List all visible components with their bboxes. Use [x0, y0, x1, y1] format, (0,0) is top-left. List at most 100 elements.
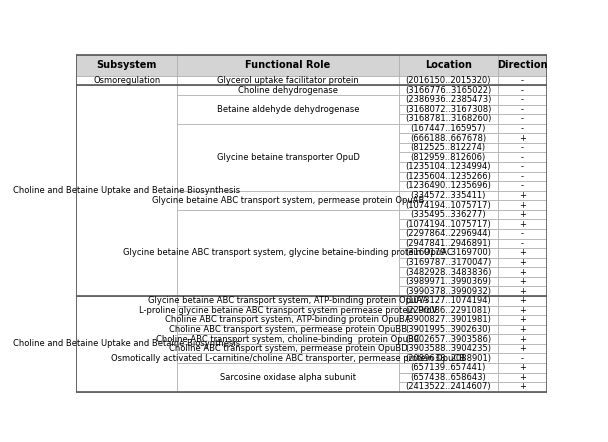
- Text: Choline ABC transport system, permease protein OpuBB: Choline ABC transport system, permease p…: [169, 325, 407, 334]
- Bar: [498, 373, 547, 382]
- Bar: [498, 143, 547, 152]
- Bar: [498, 152, 547, 162]
- Text: Glycine betaine ABC transport system, glycine betaine-binding protein OpuAC: Glycine betaine ABC transport system, gl…: [123, 248, 453, 257]
- Bar: [498, 162, 547, 171]
- Text: (2290086..2291081): (2290086..2291081): [406, 306, 491, 315]
- Bar: [498, 200, 547, 210]
- Bar: [498, 210, 547, 219]
- Text: -: -: [521, 95, 524, 104]
- Bar: [399, 296, 498, 305]
- Text: +: +: [519, 133, 526, 143]
- Text: Choline ABC transport system, permease protein OpuBD: Choline ABC transport system, permease p…: [168, 344, 407, 353]
- Text: -: -: [521, 76, 524, 85]
- Text: (3901995..3902630): (3901995..3902630): [406, 325, 491, 334]
- Text: -: -: [521, 172, 524, 181]
- Text: (1073127..1074194): (1073127..1074194): [406, 296, 491, 305]
- Text: (657438..658643): (657438..658643): [410, 373, 486, 382]
- Text: Glycine betaine ABC transport system, ATP-binding protein OpuAA: Glycine betaine ABC transport system, AT…: [148, 296, 428, 305]
- Text: +: +: [519, 248, 526, 257]
- Bar: [178, 363, 399, 392]
- Bar: [498, 277, 547, 286]
- Bar: [399, 277, 498, 286]
- Text: Osmotically activated L-carnitine/choline ABC transporter, permease protein OpuC: Osmotically activated L-carnitine/cholin…: [111, 354, 465, 363]
- Bar: [399, 55, 498, 76]
- Bar: [178, 305, 399, 315]
- Text: (3482928..3483836): (3482928..3483836): [405, 267, 491, 277]
- Bar: [498, 354, 547, 363]
- Text: L-proline glycine betaine ABC transport system permease protein ProV: L-proline glycine betaine ABC transport …: [139, 306, 437, 315]
- Text: -: -: [521, 354, 524, 363]
- Text: Direction: Direction: [497, 60, 548, 70]
- Bar: [399, 95, 498, 105]
- Bar: [399, 229, 498, 239]
- Bar: [399, 76, 498, 85]
- Bar: [498, 85, 547, 95]
- Bar: [399, 210, 498, 219]
- Bar: [498, 76, 547, 85]
- Bar: [399, 133, 498, 143]
- Text: +: +: [519, 325, 526, 334]
- Text: -: -: [521, 229, 524, 238]
- Bar: [498, 267, 547, 277]
- Text: -: -: [521, 152, 524, 162]
- Bar: [498, 239, 547, 248]
- Text: (1235104..1234994): (1235104..1234994): [406, 162, 491, 171]
- Bar: [178, 315, 399, 325]
- Bar: [178, 325, 399, 334]
- Bar: [498, 363, 547, 373]
- Text: Glycine betaine ABC transport system, permease protein OpuAB: Glycine betaine ABC transport system, pe…: [152, 196, 424, 205]
- Bar: [399, 162, 498, 171]
- Bar: [399, 325, 498, 334]
- Bar: [399, 152, 498, 162]
- Text: Choline ABC transport system, choline-binding  protein OpuBC: Choline ABC transport system, choline-bi…: [156, 335, 420, 343]
- Bar: [498, 181, 547, 191]
- Bar: [498, 114, 547, 124]
- Bar: [498, 171, 547, 181]
- Text: Choline ABC transport system, ATP-binding protein OpuBA: Choline ABC transport system, ATP-bindin…: [165, 316, 411, 324]
- Bar: [399, 344, 498, 354]
- Text: +: +: [519, 267, 526, 277]
- Text: Choline and Betaine Uptake and Betaine Biosynthesis: Choline and Betaine Uptake and Betaine B…: [13, 339, 240, 348]
- Text: (1074194..1075717): (1074194..1075717): [406, 220, 491, 229]
- Text: (3902657..3903586): (3902657..3903586): [405, 335, 491, 343]
- Bar: [399, 315, 498, 325]
- Text: -: -: [521, 143, 524, 152]
- Bar: [498, 258, 547, 267]
- Bar: [498, 286, 547, 296]
- Text: (334572..335411): (334572..335411): [410, 191, 486, 200]
- Text: Osmoregulation: Osmoregulation: [93, 76, 161, 85]
- Text: +: +: [519, 210, 526, 219]
- Bar: [498, 229, 547, 239]
- Bar: [498, 219, 547, 229]
- Text: -: -: [521, 181, 524, 191]
- Bar: [178, 191, 399, 210]
- Text: (2947841..2946891): (2947841..2946891): [406, 239, 491, 248]
- Text: -: -: [521, 105, 524, 114]
- Bar: [399, 171, 498, 181]
- Bar: [399, 382, 498, 392]
- Bar: [399, 248, 498, 258]
- Text: (2089638..2088901): (2089638..2088901): [406, 354, 491, 363]
- Bar: [399, 191, 498, 200]
- Bar: [178, 334, 399, 344]
- Bar: [178, 95, 399, 124]
- Text: (812959..812606): (812959..812606): [410, 152, 486, 162]
- Bar: [399, 114, 498, 124]
- Text: -: -: [521, 86, 524, 95]
- Text: +: +: [519, 363, 526, 372]
- Text: (3990378..3990932): (3990378..3990932): [406, 287, 491, 296]
- Text: +: +: [519, 220, 526, 229]
- Text: (3169179..3169700): (3169179..3169700): [406, 248, 491, 257]
- Bar: [178, 85, 399, 95]
- Text: (1235604..1235266): (1235604..1235266): [406, 172, 491, 181]
- Text: +: +: [519, 382, 526, 392]
- Bar: [399, 124, 498, 133]
- Text: (2413522..2414607): (2413522..2414607): [406, 382, 491, 392]
- Text: +: +: [519, 191, 526, 200]
- Text: (2016150..2015320): (2016150..2015320): [406, 76, 491, 85]
- Text: -: -: [521, 114, 524, 123]
- Bar: [178, 55, 399, 76]
- Bar: [399, 239, 498, 248]
- Bar: [498, 124, 547, 133]
- Bar: [399, 267, 498, 277]
